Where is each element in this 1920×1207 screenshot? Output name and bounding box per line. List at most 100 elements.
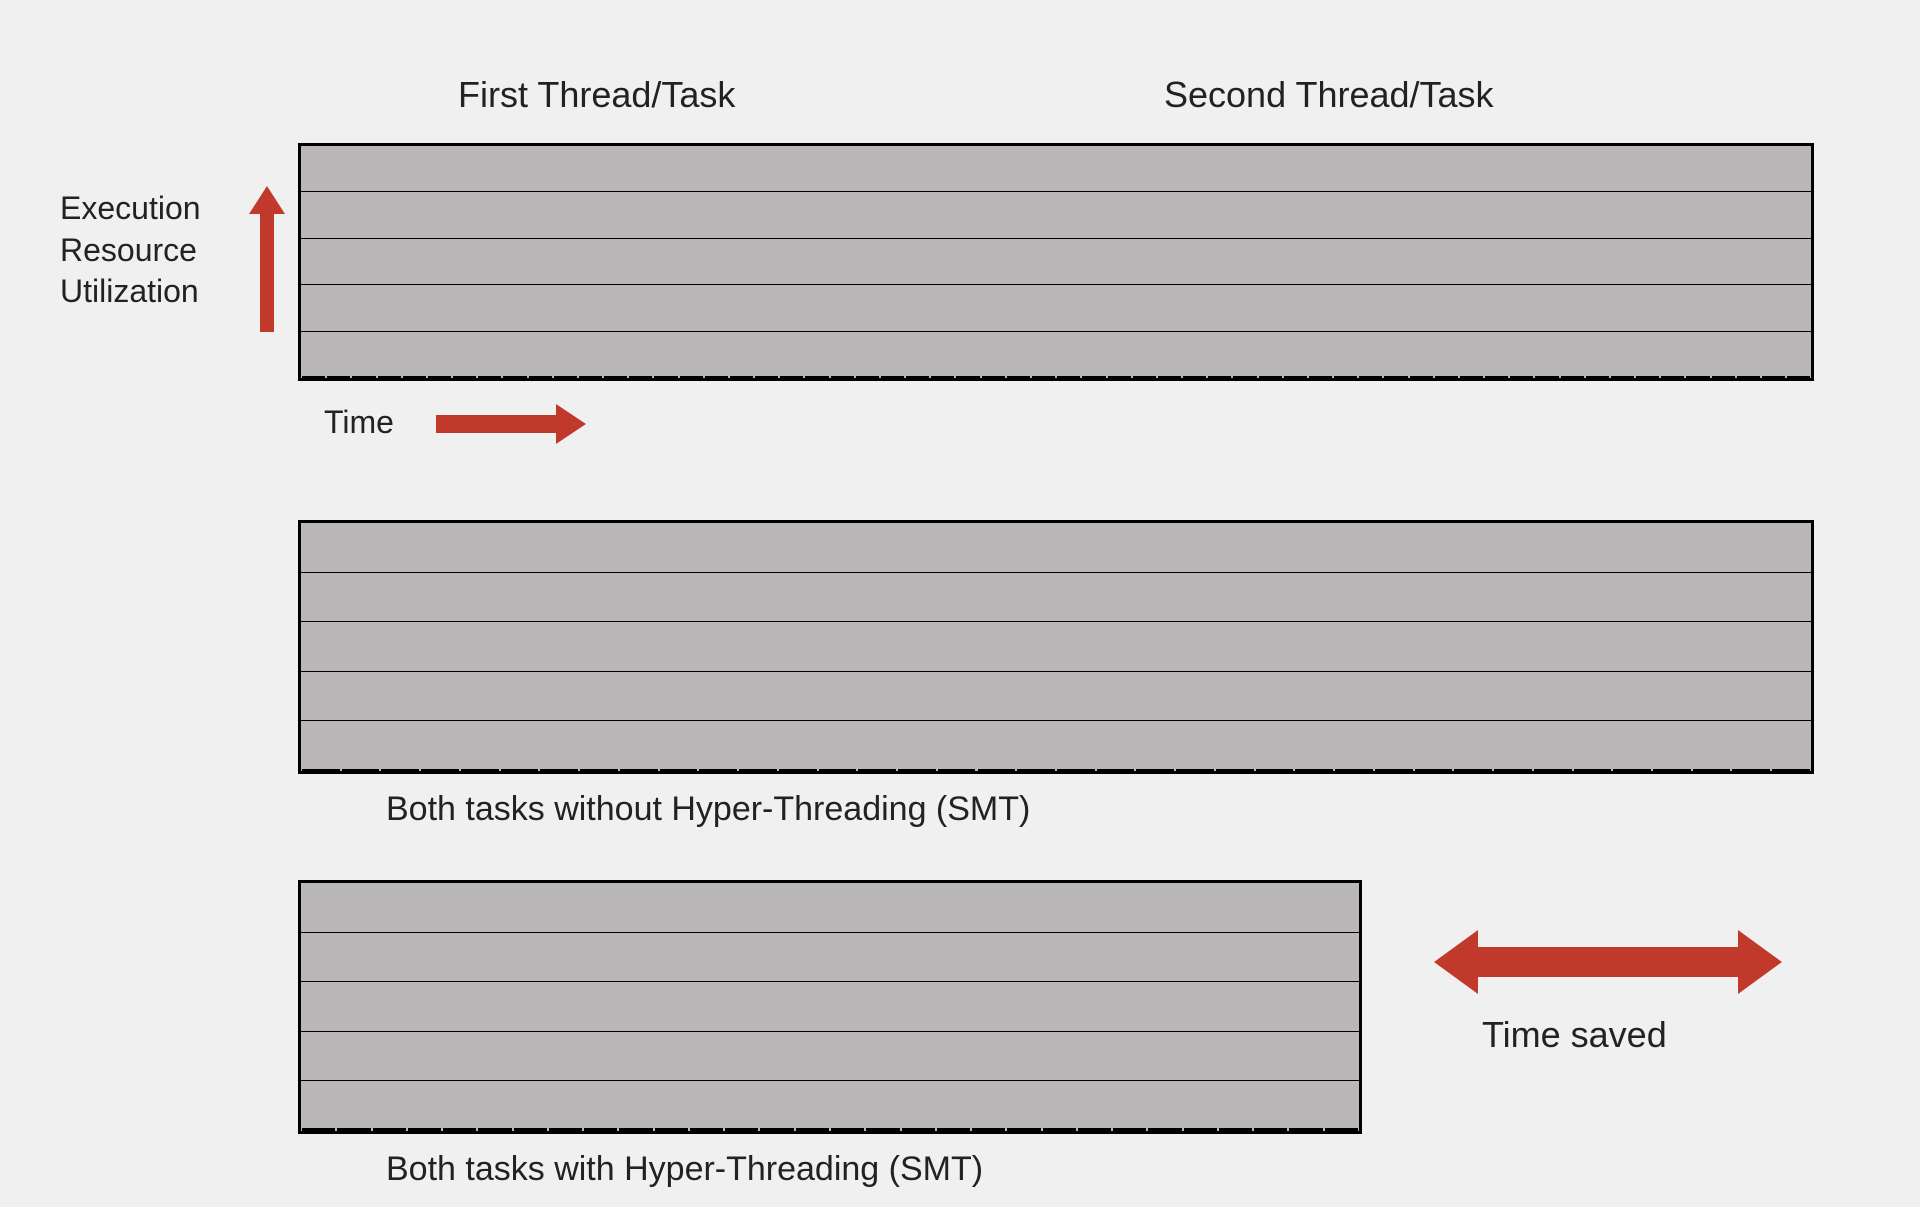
bar-blue [758,769,777,771]
bar-stacked [689,1128,724,1131]
bar-blue [1354,769,1373,771]
bar-group [778,769,818,771]
bar-orange [739,769,758,771]
bar [1484,376,1509,378]
bar-orange [584,1129,617,1131]
bar-group [659,769,699,771]
bar-orange [1325,1129,1358,1131]
bar-orange [1148,1129,1181,1131]
bar-group [301,769,341,771]
bar [981,376,1006,378]
bar-blue [1611,376,1634,378]
bar-orange [501,769,520,771]
bar-blue [1686,376,1709,378]
bar [1383,376,1408,378]
bar-orange [898,769,917,771]
bar-orange [443,1129,476,1131]
bar-blue [1076,769,1095,771]
bar-group [1294,769,1334,771]
bar [1157,376,1182,378]
chart-inner [301,523,1811,771]
bar-blue [1057,376,1080,378]
bar-stacked [1183,1128,1218,1131]
bar-orange [902,1129,935,1131]
bar [351,376,376,378]
bar-orange [831,376,854,378]
bar-orange [478,1129,511,1131]
bar-stacked [1077,1128,1112,1131]
bar-orange [478,376,501,378]
bar [301,376,326,378]
y-axis-label-line2: Resource [60,230,201,272]
bar-blue [1384,376,1407,378]
bar-group [1215,769,1255,771]
bar-blue [639,769,658,771]
bar-orange [1254,1129,1287,1131]
bar-stacked [901,1128,936,1131]
bar-stacked [759,1128,794,1131]
bar [1333,376,1358,378]
bar-orange [755,376,778,378]
bar-stacked [1042,1128,1077,1131]
bar-orange [937,1129,970,1131]
bar-stacked [971,1128,1006,1131]
bar-orange [858,769,877,771]
bar-blue [559,769,578,771]
bar [1585,376,1610,378]
bar-blue [480,769,499,771]
bar-blue [440,769,459,771]
bar [628,376,653,378]
bar [1660,376,1685,378]
first-thread-title: First Thread/Task [458,74,735,116]
bar-blue [1435,376,1458,378]
bar-stacked [372,1128,407,1131]
bar [729,376,754,378]
bar-orange [378,376,401,378]
bar-blue [1233,376,1256,378]
bar-stacked [513,1128,548,1131]
bar-blue [957,769,976,771]
bar-blue [1661,376,1684,378]
bar [1258,376,1283,378]
chart-without-smt [298,520,1814,774]
bar-orange [580,769,599,771]
bar-orange [373,1129,406,1131]
bar-stacked [477,1128,512,1131]
bar-stacked [1218,1128,1253,1131]
bar-stacked [1147,1128,1182,1131]
bar-orange [1032,376,1055,378]
bar-orange [690,1129,723,1131]
bar-orange [1184,1129,1217,1131]
bar-orange [514,1129,547,1131]
bar-group [1453,769,1493,771]
bar-blue [1410,376,1433,378]
bar [1056,376,1081,378]
bar-orange [1335,769,1354,771]
bar-orange [730,376,753,378]
bar [955,376,980,378]
bar-orange [655,1129,688,1131]
bar-blue [917,769,936,771]
bar [1635,376,1660,378]
bar-blue [1259,376,1282,378]
bar-group [937,769,977,771]
bar-stacked [336,1128,371,1131]
bar-blue [1108,376,1131,378]
bar-group [1612,769,1652,771]
bar-orange [956,376,979,378]
bar [1610,376,1635,378]
bar-orange [381,769,400,771]
bar-blue [1513,769,1532,771]
gridline [301,621,1811,622]
bar-blue [877,769,896,771]
bar [779,376,804,378]
bar [804,376,829,378]
bar-orange [1415,769,1434,771]
bar-group [1573,769,1613,771]
bar-orange [302,1129,335,1131]
bar-orange [327,376,350,378]
bar [1434,376,1459,378]
y-axis-label-line1: Execution [60,188,201,230]
bar-orange [1653,769,1672,771]
bar-blue [1036,769,1055,771]
